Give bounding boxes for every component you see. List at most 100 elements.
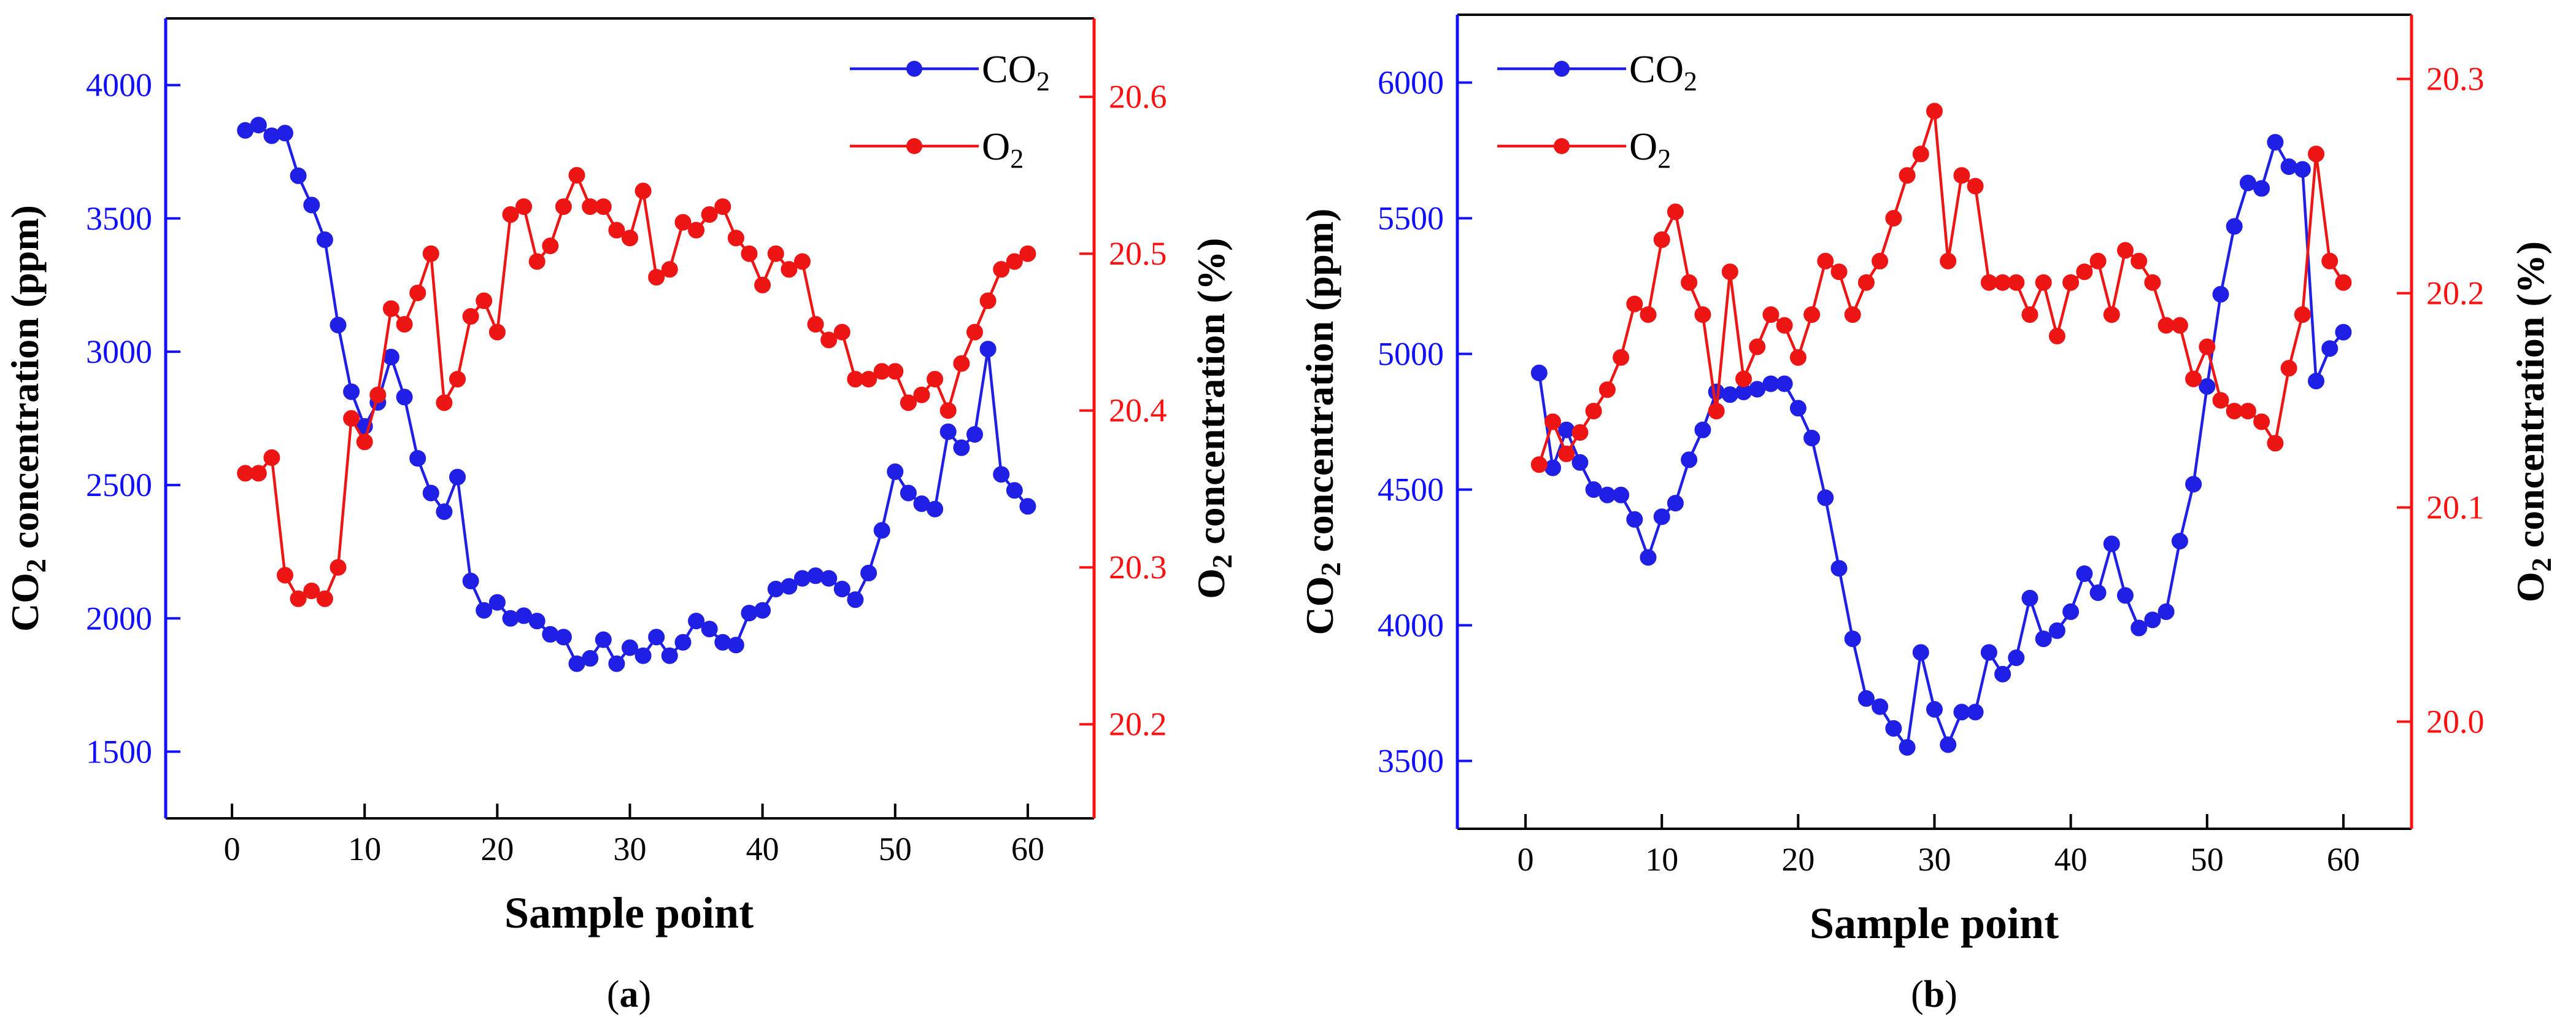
data-point — [396, 389, 413, 406]
panel-label-letter: b — [1924, 974, 1945, 1015]
data-point — [1721, 263, 1738, 281]
data-point — [820, 332, 838, 349]
data-point — [396, 316, 413, 333]
data-point — [2280, 360, 2297, 377]
label-rest: concentration (%) — [2509, 241, 2552, 557]
label-rest: concentration (ppm) — [3, 205, 47, 559]
left-y-axis-title: CO2 concentration (ppm) — [3, 205, 52, 632]
panel-label-close: ) — [1945, 974, 1957, 1015]
data-point — [1544, 413, 1561, 430]
data-point — [1940, 252, 1957, 270]
left-y-tick-label: 5500 — [1378, 200, 1444, 237]
data-point — [422, 245, 439, 262]
data-point — [595, 631, 612, 648]
series-co2 — [237, 117, 1036, 672]
data-point — [1613, 349, 1630, 366]
data-point — [2021, 306, 2038, 323]
data-point — [939, 402, 957, 419]
data-point — [476, 292, 493, 309]
data-point — [648, 629, 665, 646]
data-point — [1667, 203, 1684, 220]
data-point — [290, 590, 307, 607]
data-point — [900, 484, 917, 502]
data-point — [794, 253, 811, 270]
data-point — [2267, 134, 2284, 151]
left-y-tick-label: 4500 — [1378, 471, 1444, 508]
data-point — [727, 230, 744, 247]
data-point — [1857, 274, 1875, 291]
data-point — [2253, 413, 2270, 430]
data-point — [2199, 378, 2216, 395]
data-point — [2226, 218, 2243, 235]
x-tick-label: 20 — [480, 831, 514, 867]
x-tick-label: 0 — [1517, 841, 1534, 878]
data-point — [2144, 611, 2161, 629]
data-point — [382, 300, 399, 317]
data-point — [622, 230, 638, 247]
data-point — [290, 167, 307, 184]
data-point — [369, 386, 387, 403]
data-point — [263, 449, 280, 466]
data-point — [2076, 263, 2093, 281]
data-point — [900, 394, 917, 411]
data-point — [436, 394, 453, 411]
data-point — [2321, 340, 2339, 357]
series-o2 — [1530, 103, 2352, 473]
data-point — [1613, 486, 1630, 503]
label-main: O — [982, 125, 1010, 168]
data-point — [2267, 435, 2284, 452]
data-point — [488, 594, 506, 611]
x-tick-label: 60 — [2327, 841, 2360, 878]
data-point — [1912, 644, 1929, 661]
data-point — [2185, 476, 2202, 493]
right-y-axis-title: O2 concentration (%) — [1189, 238, 1238, 599]
data-point — [568, 167, 585, 184]
data-point — [1926, 701, 1943, 718]
data-point — [1558, 445, 1575, 462]
panel-label: (b) — [1911, 974, 1957, 1015]
data-point — [515, 198, 533, 215]
data-point — [1667, 495, 1684, 512]
x-axis-title: Sample point — [504, 888, 754, 937]
data-point — [661, 647, 678, 664]
data-point — [2158, 603, 2175, 620]
data-point — [714, 198, 731, 215]
data-point — [2035, 274, 2052, 291]
data-point — [1544, 459, 1561, 476]
panel-label-open: ( — [1911, 974, 1924, 1015]
label-main: O — [1629, 125, 1657, 168]
data-point — [2008, 274, 2025, 291]
x-tick-label: 30 — [1918, 841, 1951, 878]
x-tick-label: 40 — [746, 831, 779, 867]
data-point — [1967, 177, 1984, 195]
data-point — [1640, 306, 1657, 323]
data-point — [1626, 511, 1643, 528]
data-point — [1735, 370, 1752, 387]
data-point — [303, 196, 320, 214]
data-point — [1994, 665, 2011, 683]
data-point — [927, 371, 944, 388]
data-point — [1530, 364, 1548, 381]
data-point — [1721, 386, 1738, 403]
data-point — [2035, 630, 2052, 648]
data-point — [608, 222, 625, 239]
right-y-tick-label: 20.0 — [2426, 704, 2485, 740]
data-point — [528, 253, 546, 270]
data-point — [2335, 274, 2352, 291]
data-point — [1762, 306, 1780, 323]
x-tick-label: 10 — [1645, 841, 1678, 878]
data-point — [634, 182, 652, 200]
panel-label-open: ( — [607, 974, 620, 1015]
data-point — [767, 245, 784, 262]
data-point — [1598, 381, 1616, 398]
chart-panel-b: 0 10 20 30 40 50 60 3500 4000 4500 5000 5500 6000 20.… — [1298, 14, 2557, 1015]
series-o2 — [237, 167, 1036, 607]
data-point — [913, 386, 930, 403]
data-point — [873, 522, 890, 539]
data-point — [250, 465, 267, 482]
label-main: O — [2509, 572, 2552, 602]
data-point — [2321, 252, 2339, 270]
data-point — [555, 198, 572, 215]
data-point — [303, 583, 320, 599]
data-point — [356, 433, 373, 451]
